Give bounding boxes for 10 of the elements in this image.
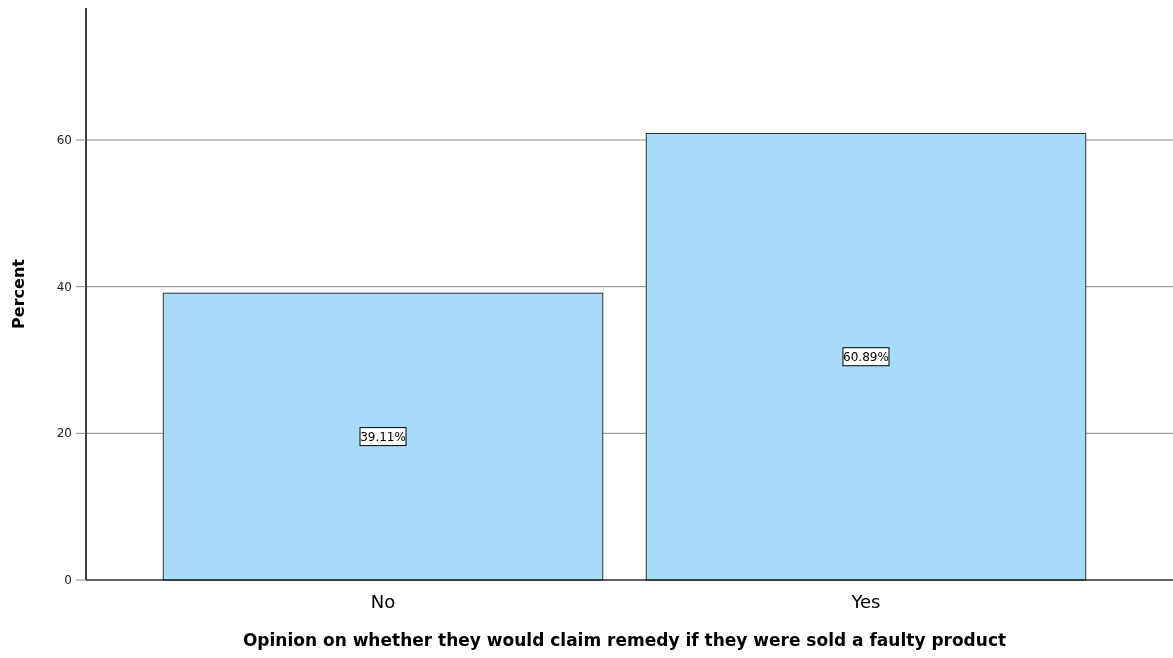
x-tick-label: No bbox=[370, 591, 396, 612]
y-axis-title: Percent bbox=[9, 258, 28, 329]
data-label: 60.89% bbox=[843, 349, 889, 364]
x-tick-label: Yes bbox=[850, 591, 881, 612]
y-tick-label: 20 bbox=[56, 426, 72, 441]
y-tick-label: 60 bbox=[56, 133, 72, 147]
data-label: 39.11% bbox=[360, 429, 406, 444]
y-tick-label: 40 bbox=[56, 279, 72, 294]
x-axis-title: Opinion on whether they would claim remedy if they were sold a faulty product bbox=[242, 630, 1007, 650]
y-tick-label: 0 bbox=[64, 573, 72, 587]
